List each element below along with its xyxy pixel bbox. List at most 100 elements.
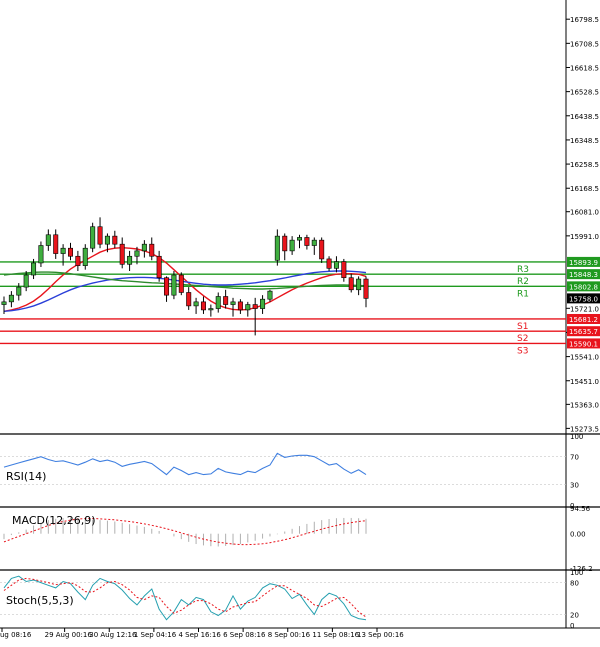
stoch-tick-label: 0: [570, 622, 574, 630]
candle-bull: [23, 274, 29, 288]
stoch-panel: 100 80 20 0 Stoch(5,5,3): [0, 569, 583, 630]
candle-bull: [82, 247, 88, 266]
candle-bear: [326, 258, 332, 269]
price-tick-label: 15363.0: [570, 401, 599, 409]
ma-line-ma-fast: [3, 246, 367, 312]
candle-bull: [289, 239, 295, 252]
candle-bull: [230, 301, 236, 305]
ma-line-ma-slow: [3, 270, 367, 312]
panel-frames: [0, 0, 600, 629]
level-value-r3: 15893.9: [569, 259, 598, 267]
candle-bull: [1, 301, 7, 305]
rsi-tick-label: 70: [570, 454, 579, 462]
rsi-line: [3, 452, 367, 476]
macd-tick-label: 0.00: [570, 531, 586, 539]
candle-bull: [45, 234, 51, 246]
level-name-r1: R1: [517, 289, 529, 299]
candle-bear: [156, 255, 162, 279]
candle-bear: [319, 239, 325, 260]
stoch-label: Stoch(5,5,3): [6, 594, 74, 607]
candle-bear: [53, 234, 59, 254]
time-tick-label: 11 Sep 08:16: [312, 631, 359, 639]
price-tick-label: 16348.5: [570, 137, 599, 145]
level-value-s1: 15681.2: [569, 316, 598, 324]
level-name-s2: S2: [517, 334, 528, 344]
price-tick-label: 16798.5: [570, 16, 599, 24]
candle-bear: [348, 277, 354, 291]
macd-label: MACD(12,26,9): [12, 514, 96, 527]
candle-bull: [90, 226, 96, 249]
candle-bull: [127, 255, 133, 265]
candle-bull: [8, 294, 14, 303]
price-tick-label: 15273.5: [570, 425, 599, 433]
candle-bear: [67, 247, 73, 257]
time-tick-label: 6 Sep 08:16: [223, 631, 266, 639]
candle-bull: [297, 237, 303, 241]
rsi-tick-label: 100: [570, 433, 583, 441]
level-tag-s2: [567, 326, 600, 337]
candle-bull: [274, 235, 280, 261]
level-value-s2: 15635.7: [569, 328, 598, 336]
rsi-tick-label: 30: [570, 481, 579, 489]
candle-bull: [141, 243, 147, 252]
candle-bull: [311, 239, 317, 246]
candle-bull: [245, 304, 251, 311]
candle-bull: [193, 301, 199, 307]
stoch-tick-label: 100: [570, 569, 583, 577]
level-tag-s1: [567, 313, 600, 324]
price-tick-label: 16438.5: [570, 113, 599, 121]
candle-bear: [178, 274, 184, 293]
price-tick-label: 16708.5: [570, 40, 599, 48]
stoch-d-line: [3, 577, 367, 618]
level-name-r3: R3: [517, 265, 529, 275]
macd-panel: 94.56 0.00 -126.2 MACD(12,26,9): [3, 505, 593, 573]
stoch-tick-label: 80: [570, 580, 579, 588]
level-tag-r2: [567, 269, 600, 280]
level-value-r2: 15848.3: [569, 271, 598, 279]
candle-bear: [252, 304, 258, 309]
candle-bull: [16, 286, 22, 296]
candle-bear: [97, 226, 103, 245]
candle-bear: [149, 243, 155, 257]
candle-bear: [282, 235, 288, 252]
candle-bull: [104, 235, 110, 245]
price-tick-label: 16618.5: [570, 64, 599, 72]
candle-bull: [60, 247, 66, 254]
macd-tick-label: -126.2: [570, 565, 593, 573]
candle-bear: [75, 255, 81, 266]
price-tick-label: 16168.5: [570, 185, 599, 193]
candle-bear: [223, 296, 229, 305]
macd-tick-label: 94.56: [570, 505, 591, 513]
level-tag-r1: [567, 281, 600, 292]
candle-bear: [341, 261, 347, 279]
ma-line-ma-mid: [3, 271, 367, 290]
level-tag-s3: [567, 338, 600, 349]
current-price-label: 15758.0: [569, 295, 598, 303]
candle-bull: [171, 274, 177, 296]
level-name-s3: S3: [517, 346, 528, 356]
candle-bull: [31, 262, 37, 276]
candle-bear: [164, 277, 170, 296]
candle-bull: [333, 261, 339, 269]
price-panel: 16798.5 16708.5 16618.5 16528.5 16438.5 16348…: [0, 16, 600, 433]
stoch-tick-label: 20: [570, 611, 579, 619]
rsi-panel: 100 70 30 0 RSI(14): [0, 433, 583, 510]
time-tick-label: 4 Sep 16:16: [179, 631, 222, 639]
level-name-r2: R2: [517, 277, 529, 287]
candle-bear: [112, 235, 118, 245]
candle-bull: [38, 245, 44, 264]
price-tick-label: 15541.0: [570, 354, 599, 362]
price-tick-label: 15721.0: [570, 305, 599, 313]
rsi-label: RSI(14): [6, 470, 46, 483]
price-tick-label: 15451.0: [570, 378, 599, 386]
price-tick-label: 16528.5: [570, 89, 599, 97]
candle-bull: [215, 296, 221, 309]
candle-bull: [260, 298, 266, 309]
time-tick-label: ug 08:16: [0, 631, 32, 639]
rsi-tick-label: 0: [570, 502, 574, 510]
time-tick-label: 29 Aug 00:16: [45, 631, 93, 639]
price-tick-label: 16258.5: [570, 161, 599, 169]
candle-bear: [186, 292, 192, 307]
level-name-s1: S1: [517, 322, 528, 332]
